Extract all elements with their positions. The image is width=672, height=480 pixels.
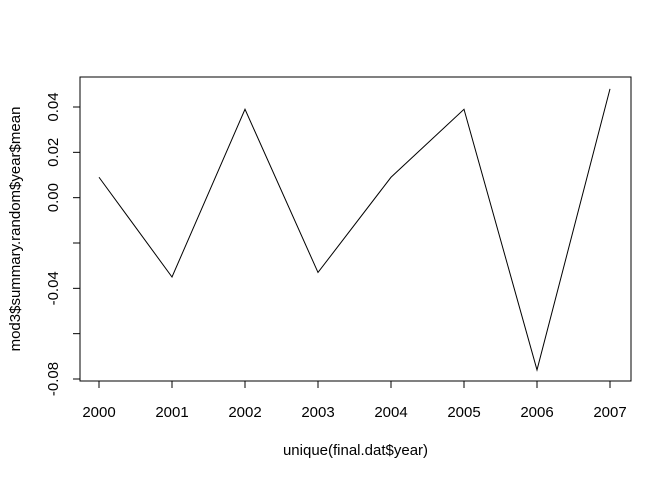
y-tick-label: -0.04 (45, 271, 62, 305)
y-axis-label: mod3$summary.random$year$mean (7, 107, 24, 352)
y-tick-label: -0.08 (45, 362, 62, 396)
x-tick-label: 2005 (447, 404, 480, 421)
x-axis-label: unique(final.dat$year) (283, 442, 428, 459)
x-axis: 2000 2001 2002 2003 2004 2005 2006 2007 (82, 380, 627, 421)
x-tick-label: 2006 (520, 404, 553, 421)
y-tick-label: 0.04 (45, 92, 62, 121)
x-tick-label: 2000 (82, 404, 115, 421)
x-tick-label: 2004 (374, 404, 407, 421)
x-tick-label: 2003 (301, 404, 334, 421)
y-tick-label: 0.00 (45, 183, 62, 212)
x-tick-label: 2007 (593, 404, 626, 421)
x-tick-label: 2002 (228, 404, 261, 421)
x-tick-label: 2001 (155, 404, 188, 421)
y-tick-label: 0.02 (45, 138, 62, 167)
y-axis: -0.08 -0.04 0.00 0.02 0.04 (45, 92, 81, 396)
plot-frame (79, 76, 632, 382)
series-line (98, 88, 611, 372)
